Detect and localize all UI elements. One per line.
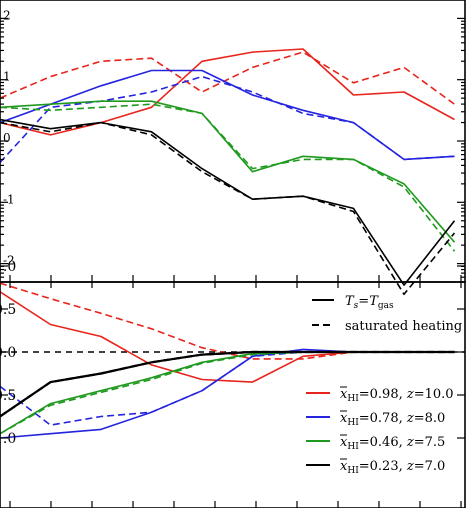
- bottom-series-line-7: [0, 350, 455, 418]
- legend-series: xHI=0.98, z=10.0 xHI=0.78, z=8.0 xHI=0.46,…: [306, 386, 454, 476]
- legend-series-label: xHI=0.23, z=7.0: [340, 459, 445, 476]
- top-y-tick-label: 0: [3, 131, 11, 145]
- top-y-tick-label: -1: [3, 192, 15, 206]
- top-series-line-6: [0, 118, 456, 286]
- bottom-x-ticks: [9, 282, 462, 508]
- legend-series-label: xHI=0.46, z=7.5: [340, 435, 445, 452]
- top-y-ticks: 2 1 0 -1 -2: [0, 8, 465, 278]
- top-series-line-3: [0, 75, 455, 164]
- bottom-series-line-6: [0, 350, 455, 418]
- top-series-line-1: [0, 51, 455, 105]
- top-series-line-4: [0, 100, 456, 243]
- bottom-panel: 1.0 0.5 0.0 0.5 1.0: [0, 259, 466, 508]
- legend-linestyle: Ts=Tgas saturated heating: [312, 294, 462, 334]
- bottom-series-group: [0, 282, 455, 439]
- top-plot-frame: [0, 0, 466, 283]
- bottom-series-line-5: [0, 351, 455, 435]
- top-y-tick-label: 2: [3, 8, 11, 22]
- legend-style-label: saturated heating: [345, 319, 462, 334]
- top-series-line-5: [0, 103, 456, 252]
- legend-series-label: xHI=0.78, z=8.0: [340, 411, 445, 428]
- top-y-tick-label: 1: [3, 70, 11, 84]
- bottom-y-tick-label: 0.5: [0, 302, 16, 318]
- top-series-line-7: [0, 121, 456, 296]
- bottom-plot-frame: [0, 281, 466, 508]
- top-y-tick-label: -2: [3, 254, 15, 268]
- top-x-ticks: [9, 275, 462, 282]
- bottom-y-tick-label: 1.0: [0, 259, 16, 275]
- legend-style-label: Ts=Tgas: [345, 294, 394, 311]
- top-series-group: [0, 48, 456, 296]
- legend-series-label: xHI=0.98, z=10.0: [340, 387, 454, 404]
- bottom-y-tick-label: 1.0: [0, 431, 16, 447]
- bottom-y-ticks: 1.0 0.5 0.0 0.5 1.0: [0, 259, 465, 447]
- top-panel: 2 1 0 -1 -2: [0, 0, 466, 296]
- bottom-y-tick-label: 0.5: [0, 388, 16, 404]
- bottom-y-tick-label: 0.0: [0, 345, 16, 361]
- top-series-line-0: [0, 48, 455, 136]
